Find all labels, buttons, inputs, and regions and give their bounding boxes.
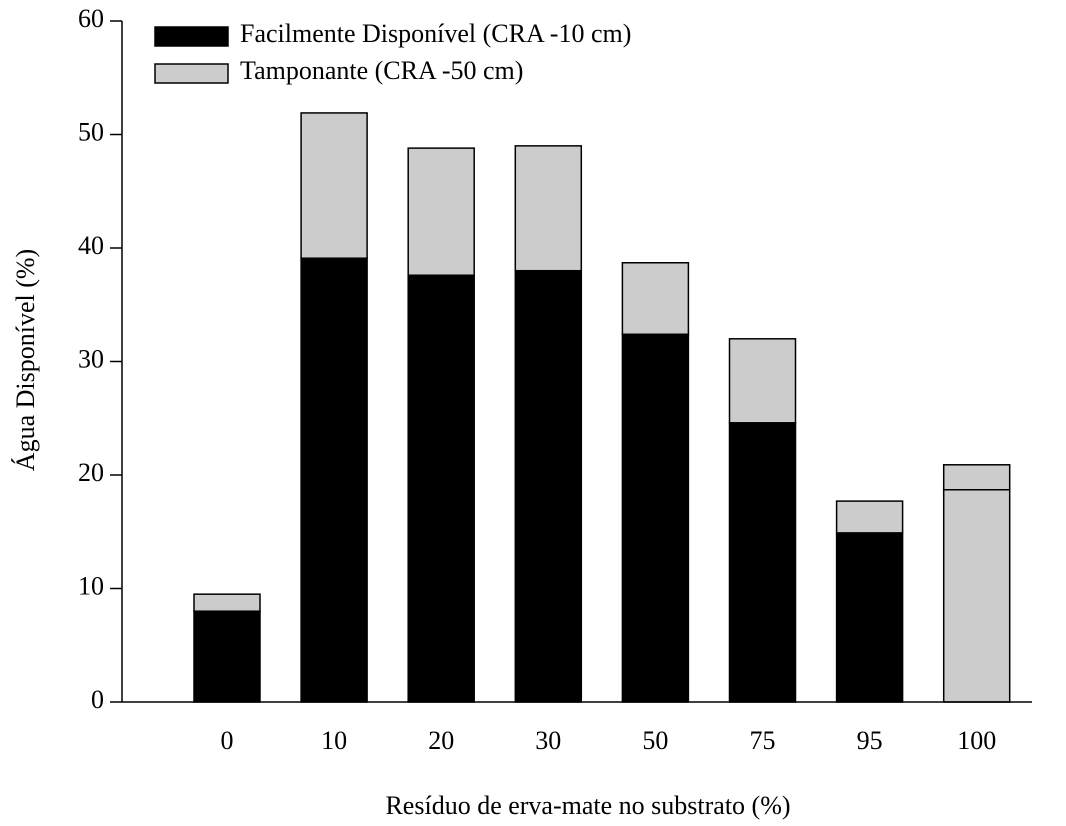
x-tick-label: 75 [750,726,776,755]
bar-segment [300,112,368,259]
bar-segment [942,464,1011,491]
bar-segment [835,532,904,703]
bar-segment [835,500,904,534]
x-tick-label: 30 [535,726,561,755]
bar-segment [621,262,690,336]
legend-label: Facilmente Disponível (CRA -10 cm) [240,19,631,48]
x-tick-label: 50 [642,726,668,755]
x-tick-label: 20 [428,726,454,755]
legend-swatch [154,26,229,47]
y-tick-label: 10 [78,571,104,600]
x-axis-label: Resíduo de erva-mate no substrato (%) [385,791,790,820]
bar-segment [407,147,475,276]
bar-segment [407,274,475,703]
x-tick-label: 95 [857,726,883,755]
x-tick-label: 100 [957,726,996,755]
bar-segment [942,489,1011,703]
bar-segment [728,422,797,703]
bar-segment [728,338,797,424]
x-tick-label: 10 [321,726,347,755]
y-tick-label: 50 [78,117,104,146]
x-tick-label: 0 [221,726,234,755]
bar-segment [193,593,261,612]
y-tick-label: 30 [78,344,104,373]
y-axis-label: Água Disponível (%) [11,249,40,471]
y-tick-label: 60 [78,4,104,33]
bar-segment [514,269,583,703]
legend-label: Tamponante (CRA -50 cm) [240,56,523,85]
legend-swatch [154,63,229,84]
bar-segment [621,333,690,703]
y-tick-label: 0 [91,685,104,714]
bar-segment [193,610,261,703]
y-tick-label: 40 [78,231,104,260]
bar-segment [300,257,368,703]
bar-segment [514,145,583,272]
y-tick-label: 20 [78,458,104,487]
